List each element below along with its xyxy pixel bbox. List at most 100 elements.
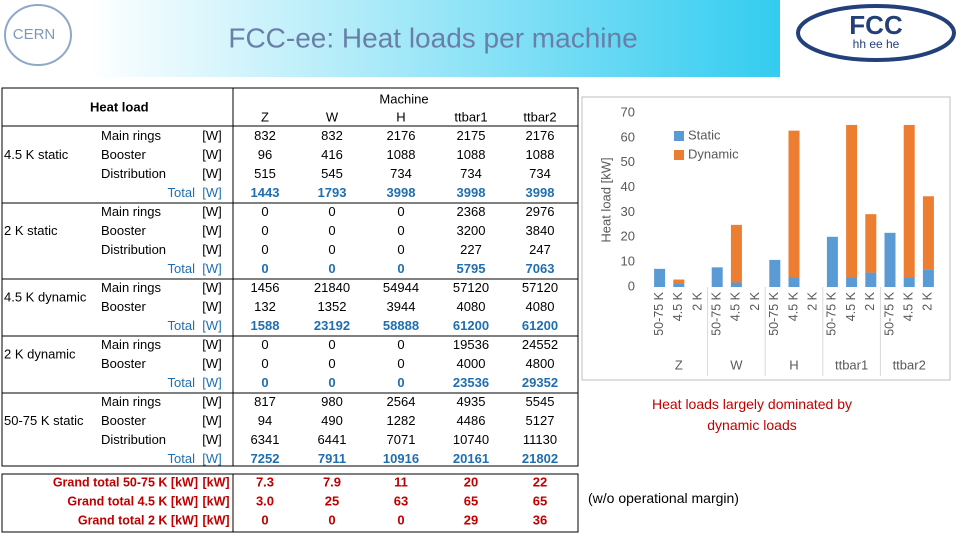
cell: 734 <box>529 166 551 181</box>
cell: 1588 <box>251 318 280 333</box>
bar-segment <box>922 269 934 287</box>
title-band <box>88 0 780 77</box>
x-tick-label: 50-75 K <box>709 291 723 335</box>
x-tick-label: 4.5 K <box>729 291 743 321</box>
cell: 0 <box>261 223 268 238</box>
bar-segment <box>865 272 877 287</box>
cell: 0 <box>397 512 404 527</box>
x-tick-label: 2 K <box>921 291 935 310</box>
unit: [W] <box>202 375 222 390</box>
table-border <box>1 87 579 467</box>
cell: 4935 <box>457 394 486 409</box>
bar-segment <box>884 232 896 287</box>
cell: 5127 <box>526 413 555 428</box>
cell: 3944 <box>387 299 416 314</box>
cell: 2176 <box>526 128 555 143</box>
cell: 10740 <box>453 432 489 447</box>
cell: 61200 <box>522 318 558 333</box>
cell: 980 <box>321 394 343 409</box>
grand-total-label: Grand total 50-75 K [kW] <box>53 475 198 489</box>
row-label: Main rings <box>101 204 161 219</box>
legend-label: Dynamic <box>688 146 739 161</box>
cell: 7252 <box>251 451 280 466</box>
row-label: Main rings <box>101 337 161 352</box>
cell: 416 <box>321 147 343 162</box>
bar-segment <box>903 277 915 287</box>
bar-segment <box>711 267 723 287</box>
table-corner: Heat load <box>90 99 149 114</box>
cell: 5545 <box>526 394 555 409</box>
legend-swatch <box>674 131 684 141</box>
section-label: 4.5 K dynamic <box>4 289 87 304</box>
cell: 0 <box>261 204 268 219</box>
y-tick-label: 20 <box>621 229 635 244</box>
cell: 23192 <box>314 318 350 333</box>
cell: 4080 <box>457 299 486 314</box>
cell: 817 <box>254 394 276 409</box>
row-label: Booster <box>101 413 146 428</box>
unit: [kW] <box>202 475 229 489</box>
cell: 132 <box>254 299 276 314</box>
unit: [W] <box>202 261 222 276</box>
cell: 1088 <box>526 147 555 162</box>
cell: 0 <box>328 512 335 527</box>
cell: 0 <box>328 204 335 219</box>
cell: 19536 <box>453 337 489 352</box>
unit: [W] <box>202 242 222 257</box>
row-label: Main rings <box>101 394 161 409</box>
logo-right-sub: hh ee he <box>853 37 900 51</box>
unit: [W] <box>202 413 222 428</box>
cell: 0 <box>328 261 335 276</box>
bar-segment <box>673 279 685 284</box>
cell: 0 <box>397 261 404 276</box>
cell: 57120 <box>522 280 558 295</box>
x-tick-label: 2 K <box>690 291 704 310</box>
cell: 2976 <box>526 204 555 219</box>
cell: 7071 <box>387 432 416 447</box>
cell: 29 <box>464 512 478 527</box>
cell: 0 <box>261 337 268 352</box>
cell: 490 <box>321 413 343 428</box>
cell: 832 <box>254 128 276 143</box>
grand-total-label: Grand total 2 K [kW] <box>78 513 198 527</box>
unit: [W] <box>202 299 222 314</box>
bar-segment <box>826 236 838 287</box>
cell: 0 <box>328 375 335 390</box>
cell: 4080 <box>526 299 555 314</box>
y-tick-label: 50 <box>621 154 635 169</box>
cell: 2175 <box>457 128 486 143</box>
bar-segment <box>922 196 934 270</box>
x-tick-label: 50-75 K <box>825 291 839 335</box>
cell: 7063 <box>526 261 555 276</box>
cell: 22 <box>533 474 547 489</box>
row-label: Booster <box>101 299 146 314</box>
cell: 3.0 <box>256 493 274 508</box>
cell: 832 <box>321 128 343 143</box>
group-label: W <box>730 357 743 372</box>
cell: 1352 <box>318 299 347 314</box>
group-label: ttbar1 <box>835 357 868 372</box>
unit: [W] <box>202 318 222 333</box>
unit: [W] <box>202 223 222 238</box>
row-label: Main rings <box>101 280 161 295</box>
group-label: ttbar2 <box>893 357 926 372</box>
section-label: 4.5 K static <box>4 147 69 162</box>
cell: 1088 <box>387 147 416 162</box>
section-label: 50-75 K static <box>4 413 84 428</box>
cell: 734 <box>390 166 412 181</box>
legend-label: Static <box>688 127 721 142</box>
cell: 3840 <box>526 223 555 238</box>
group-header: Machine <box>379 91 428 106</box>
y-tick-label: 30 <box>621 204 635 219</box>
unit: [W] <box>202 128 222 143</box>
group-label: H <box>789 357 798 372</box>
bar-segment <box>730 282 742 287</box>
cell: 24552 <box>522 337 558 352</box>
column-header: ttbar2 <box>523 109 556 124</box>
unit: [W] <box>202 280 222 295</box>
bar-segment <box>769 259 781 287</box>
cell: 0 <box>397 204 404 219</box>
cell: 11130 <box>523 432 557 447</box>
y-axis-label: Heat load [kW] <box>598 157 613 242</box>
